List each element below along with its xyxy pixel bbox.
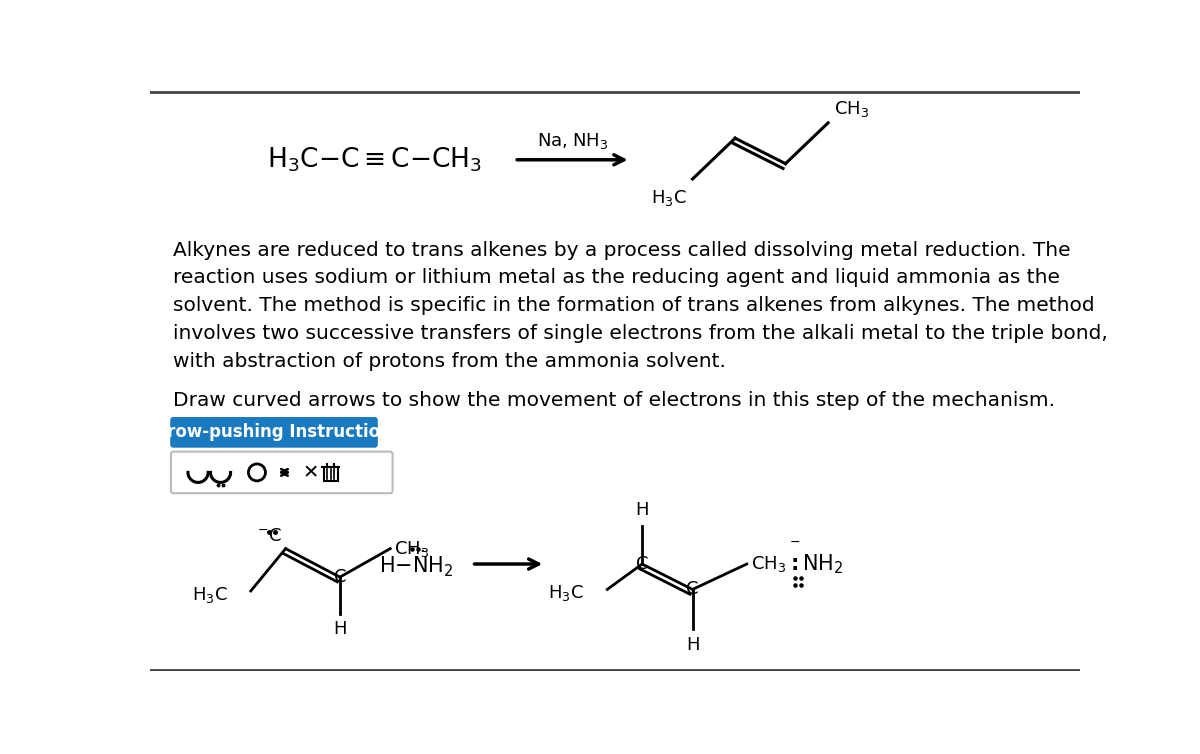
Text: H$_3$C: H$_3$C [192,585,228,605]
Text: H$-\dot{\rm N}$H$_2$: H$-\dot{\rm N}$H$_2$ [379,549,454,579]
FancyBboxPatch shape [170,418,377,447]
Text: $\mathbf{:}$NH$_2$: $\mathbf{:}$NH$_2$ [786,552,842,576]
Text: H: H [635,501,649,520]
Text: CH$_3$: CH$_3$ [394,538,430,559]
Text: reaction uses sodium or lithium metal as the reducing agent and liquid ammonia a: reaction uses sodium or lithium metal as… [173,268,1061,287]
Text: C: C [636,555,648,573]
Text: H: H [685,636,700,654]
Text: $^{-}$: $^{-}$ [790,538,800,556]
Text: H$_3$C: H$_3$C [650,188,686,208]
Text: H$_3$C$-$C$\equiv$C$-$CH$_3$: H$_3$C$-$C$\equiv$C$-$CH$_3$ [268,146,482,174]
Text: $^{-}$C: $^{-}$C [257,527,282,545]
Text: ✕: ✕ [304,463,319,482]
Text: with abstraction of protons from the ammonia solvent.: with abstraction of protons from the amm… [173,351,726,370]
Text: H$_3$C: H$_3$C [548,584,584,603]
FancyBboxPatch shape [324,467,337,481]
Text: Arrow-pushing Instructions: Arrow-pushing Instructions [146,423,402,441]
Text: Na, NH$_3$: Na, NH$_3$ [536,130,608,151]
Text: CH$_3$: CH$_3$ [751,554,786,574]
Text: CH$_3$: CH$_3$ [834,99,870,119]
Text: C: C [334,568,346,586]
Text: solvent. The method is specific in the formation of trans alkenes from alkynes. : solvent. The method is specific in the f… [173,296,1094,315]
Text: C: C [686,581,698,599]
Text: Draw curved arrows to show the movement of electrons in this step of the mechani: Draw curved arrows to show the movement … [173,391,1055,409]
Text: Alkynes are reduced to trans alkenes by a process called dissolving metal reduct: Alkynes are reduced to trans alkenes by … [173,241,1070,259]
FancyBboxPatch shape [170,452,392,493]
Text: involves two successive transfers of single electrons from the alkali metal to t: involves two successive transfers of sin… [173,323,1108,343]
Text: H: H [334,621,347,638]
